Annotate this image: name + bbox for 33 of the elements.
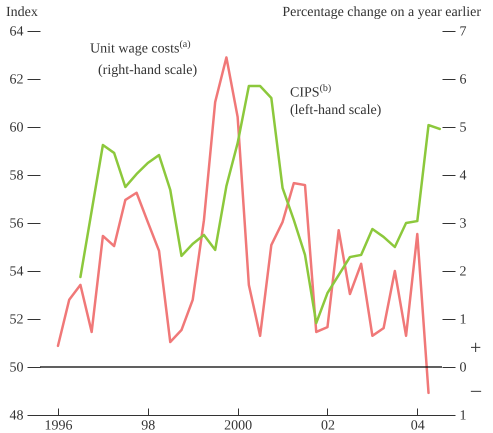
annotation: (right-hand scale): [98, 63, 198, 78]
y-tick-label: 56: [10, 216, 24, 232]
text: +: [470, 337, 482, 359]
x-tick-label: 1996: [44, 418, 72, 433]
series-label: CIPS$^{(b)}$: [290, 83, 332, 101]
y-tick-label: 58: [10, 168, 24, 184]
line-series: [56, 56, 430, 394]
y2-tick-label: 3: [460, 216, 466, 232]
y2-tick-label: 5: [460, 120, 466, 136]
x-tick-label: 04: [410, 418, 425, 433]
y2-axis-title: Percentage change on a year earlier: [282, 5, 481, 20]
y-tick-label: 62: [10, 72, 24, 88]
y2-tick-label: 1: [460, 408, 466, 424]
text: –: [471, 379, 481, 401]
annotation: (left-hand scale): [290, 103, 382, 118]
y-tick-label: 54: [10, 264, 24, 280]
y-tick-label: 50: [10, 360, 24, 376]
y2-tick-label: 7: [460, 24, 466, 40]
x-tick-label: 02: [320, 418, 335, 433]
y2-tick-label: 2: [460, 264, 466, 280]
y2-tick-label: 6: [460, 72, 466, 88]
line-series: [79, 84, 442, 324]
x-tick-label: 98: [141, 418, 156, 433]
y2-tick-label: 4: [460, 168, 466, 184]
y-axis-title: Index: [6, 5, 38, 20]
y-tick-label: 52: [10, 312, 24, 328]
text: Unit wage costs$^{(a)}$: [90, 39, 191, 57]
x-tick-label: 2000: [224, 418, 252, 433]
y-tick-label: 48: [10, 408, 24, 424]
y-tick-label: 60: [10, 120, 24, 136]
y2-tick-label: 1: [460, 312, 466, 328]
y2-tick-label: 0: [460, 360, 466, 376]
y-tick-label: 64: [10, 24, 24, 40]
